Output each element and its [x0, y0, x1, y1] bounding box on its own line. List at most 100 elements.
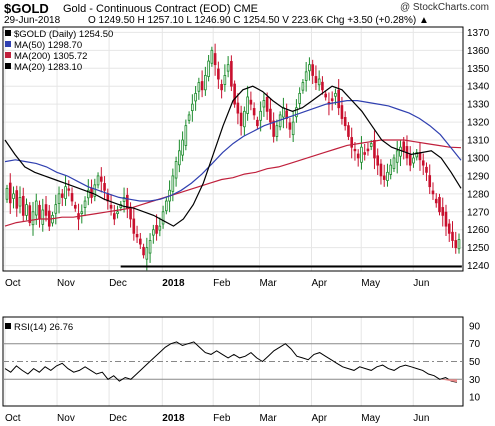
price-candle-body: [70, 193, 74, 202]
x-axis-label: Oct: [5, 278, 21, 289]
price-candle-body: [210, 49, 214, 64]
price-candle-body: [230, 61, 233, 87]
price-candle-body: [382, 175, 386, 180]
price-candle-body: [116, 211, 119, 214]
price-candle-body: [350, 137, 353, 148]
price-candle-body: [259, 110, 262, 121]
price-candle-body: [340, 105, 344, 119]
quote-date: 29-Jun-2018: [4, 15, 61, 26]
price-candle-body: [337, 89, 340, 109]
price-candle-body: [12, 193, 15, 199]
price-candle-body: [369, 143, 373, 147]
price-candle-body: [113, 213, 116, 220]
x-axis-label: May: [361, 278, 380, 289]
x-axis-label: Dec: [109, 278, 127, 289]
rsi-x-axis-label: Feb: [213, 413, 231, 424]
price-candle-body: [132, 218, 136, 234]
price-candle-body: [204, 75, 207, 91]
price-candle-body: [379, 163, 383, 177]
legend-item: MA(50) 1298.70: [14, 40, 82, 51]
price-candle-body: [447, 223, 451, 234]
price-candle-body: [220, 84, 223, 91]
price-candle-body: [291, 121, 295, 136]
price-candle-body: [395, 150, 399, 163]
price-candle-body: [135, 233, 139, 238]
price-tick-label: 1300: [467, 153, 490, 164]
price-candle-body: [139, 238, 142, 245]
price-tick-label: 1350: [467, 64, 490, 75]
price-candle-body: [386, 171, 389, 181]
price-tick-label: 1310: [467, 136, 490, 147]
legend-swatch: [5, 52, 11, 58]
price-candle-body: [158, 225, 162, 231]
price-candle-body: [161, 211, 165, 225]
price-panel-frame: [2, 26, 464, 272]
price-candle-body: [122, 197, 126, 202]
price-candle-body: [8, 182, 12, 204]
price-tick-label: 1340: [467, 82, 490, 93]
price-candle-body: [434, 198, 438, 204]
price-tick-label: 1260: [467, 225, 490, 236]
price-tick-label: 1320: [467, 118, 490, 129]
price-candle-body: [265, 96, 269, 112]
price-candle-body: [226, 64, 230, 72]
price-candle-body: [249, 99, 253, 105]
price-candle-body: [129, 206, 132, 220]
rsi-legend: RSI(14) 26.76: [14, 322, 73, 333]
price-candle-body: [73, 204, 77, 209]
price-candle-body: [454, 240, 458, 249]
price-candle-body: [376, 155, 380, 166]
x-axis-label: Feb: [213, 278, 231, 289]
rsi-x-axis-label: Mar: [259, 413, 277, 424]
x-axis-label: Nov: [57, 278, 75, 289]
ma20-line: [4, 85, 462, 227]
price-candle-body: [38, 204, 41, 220]
price-candle-body: [145, 247, 149, 260]
price-candle-body: [191, 103, 194, 112]
price-candle-body: [425, 166, 428, 173]
ma50-line: [4, 100, 462, 202]
price-candle-body: [103, 183, 106, 191]
legend-swatch: [5, 41, 11, 47]
price-candle-body: [96, 175, 100, 186]
price-candle-body: [15, 190, 19, 209]
price-candle-body: [399, 146, 402, 157]
price-candle-body: [34, 200, 38, 216]
price-candle-body: [187, 114, 191, 121]
price-candle-body: [324, 93, 327, 98]
price-candle-body: [402, 141, 406, 152]
ohlc-readout: O 1249.50 H 1257.10 L 1246.90 C 1254.50 …: [88, 15, 429, 26]
price-candle-body: [152, 229, 155, 236]
price-candle-body: [109, 204, 113, 209]
price-tick-label: 1290: [467, 171, 490, 182]
price-candle-body: [252, 108, 256, 116]
price-tick-label: 1330: [467, 100, 490, 111]
price-candle-body: [438, 197, 441, 213]
price-candle-body: [298, 92, 301, 104]
rsi-legend-swatch: [5, 323, 11, 329]
price-candle-body: [64, 186, 67, 199]
price-candle-body: [389, 164, 393, 175]
legend-item: $GOLD (Daily) 1254.50: [14, 29, 113, 40]
price-tick-label: 1250: [467, 243, 490, 254]
price-candle-body: [126, 194, 129, 209]
price-candle-body: [343, 117, 347, 127]
price-candle-body: [18, 197, 22, 207]
price-candle-body: [295, 107, 298, 118]
price-candle-body: [408, 154, 412, 166]
legend-swatch: [5, 30, 11, 36]
price-candle-body: [171, 175, 175, 192]
watermark: @ StockCharts.com: [399, 2, 489, 13]
price-candle-body: [243, 110, 246, 128]
price-candle-body: [282, 107, 285, 118]
x-axis-label: Mar: [259, 278, 277, 289]
price-candle-body: [360, 146, 363, 163]
price-candle-body: [28, 205, 32, 223]
price-candle-body: [223, 75, 227, 85]
rsi-x-axis-label: Jun: [413, 413, 429, 424]
price-candle-body: [25, 204, 28, 216]
price-candle-body: [60, 193, 64, 198]
legend-item: MA(20) 1283.10: [14, 62, 82, 73]
price-candle-body: [67, 188, 71, 191]
